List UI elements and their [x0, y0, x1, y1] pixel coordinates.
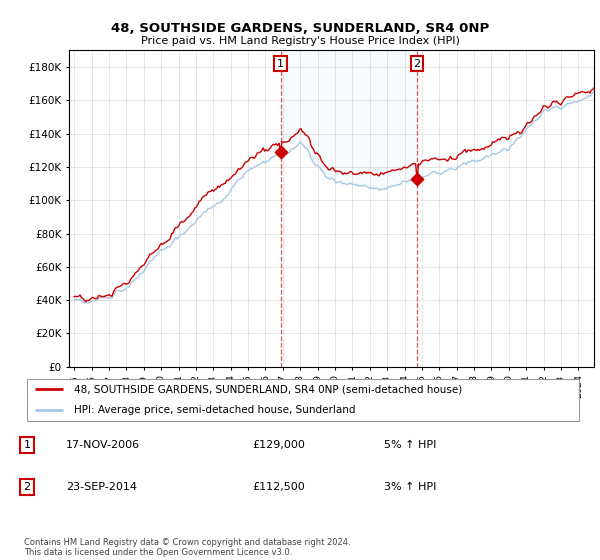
Text: £112,500: £112,500 [252, 482, 305, 492]
Text: 48, SOUTHSIDE GARDENS, SUNDERLAND, SR4 0NP: 48, SOUTHSIDE GARDENS, SUNDERLAND, SR4 0… [111, 22, 489, 35]
Point [412, 175, 422, 184]
Text: Contains HM Land Registry data © Crown copyright and database right 2024.
This d: Contains HM Land Registry data © Crown c… [24, 538, 350, 557]
Text: 2: 2 [413, 59, 421, 69]
Text: 1: 1 [277, 59, 284, 69]
Text: 23-SEP-2014: 23-SEP-2014 [66, 482, 137, 492]
Text: 48, SOUTHSIDE GARDENS, SUNDERLAND, SR4 0NP (semi-detached house): 48, SOUTHSIDE GARDENS, SUNDERLAND, SR4 0… [74, 384, 463, 394]
Text: 17-NOV-2006: 17-NOV-2006 [66, 440, 140, 450]
Text: £129,000: £129,000 [252, 440, 305, 450]
Text: HPI: Average price, semi-detached house, Sunderland: HPI: Average price, semi-detached house,… [74, 405, 356, 416]
Text: 1: 1 [23, 440, 31, 450]
FancyBboxPatch shape [27, 379, 579, 421]
Text: 5% ↑ HPI: 5% ↑ HPI [384, 440, 436, 450]
Text: Price paid vs. HM Land Registry's House Price Index (HPI): Price paid vs. HM Land Registry's House … [140, 36, 460, 46]
Text: 3% ↑ HPI: 3% ↑ HPI [384, 482, 436, 492]
Text: 2: 2 [23, 482, 31, 492]
Point [276, 147, 286, 156]
